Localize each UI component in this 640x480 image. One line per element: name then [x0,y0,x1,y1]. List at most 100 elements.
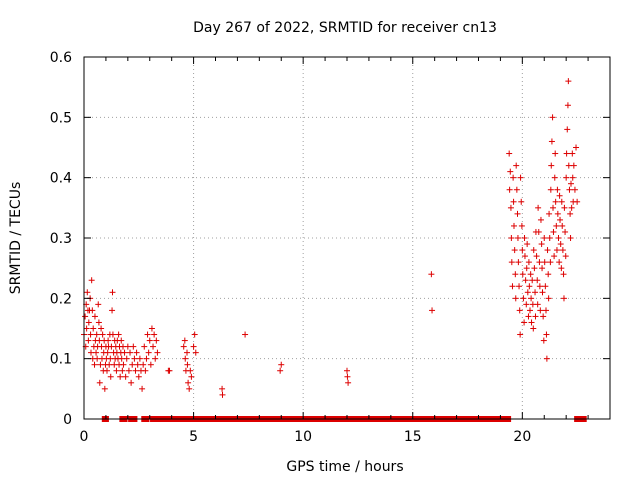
data-point [513,186,520,193]
data-point [534,277,541,284]
data-point [560,271,567,278]
data-point [568,204,575,211]
data-point [130,343,137,350]
data-point [166,367,173,374]
data-point [570,162,577,169]
data-point [344,367,350,374]
data-point [527,271,534,278]
data-point [429,307,436,314]
data-point [538,241,545,248]
data-point [242,331,249,338]
data-point [548,138,555,145]
data-point [142,367,149,374]
data-point [554,186,561,193]
data-point [510,198,517,205]
data-point [85,337,92,344]
data-point [98,325,105,332]
data-point [557,241,564,248]
data-point [526,283,533,290]
data-point [548,162,555,169]
data-point [345,379,352,386]
data-point [565,78,572,85]
data-point [219,385,226,392]
y-tick-label: 0 [63,412,72,428]
data-point [506,186,513,193]
data-point [545,271,552,278]
data-point [562,253,569,260]
data-point [512,271,519,278]
x-tick-label: 15 [404,429,422,445]
data-point [536,283,543,290]
data-point [550,204,557,211]
data-point [567,235,574,241]
data-point [152,355,159,362]
data-point [516,307,523,314]
data-point [191,331,198,338]
data-point [551,174,558,181]
data-point [569,150,576,157]
data-point [180,343,187,350]
data-point [535,204,542,211]
data-point [129,361,136,368]
data-point [543,355,550,362]
data-point [534,301,541,308]
data-point [524,289,531,296]
data-point [428,271,435,278]
data-point [532,313,539,320]
data-point [553,247,560,254]
y-tick-label: 0.3 [50,231,72,247]
data-point [557,216,564,223]
data-point [95,301,102,308]
data-point [118,337,125,344]
data-point [524,241,531,248]
data-point [96,379,103,386]
x-axis-label: GPS time / hours [286,459,403,475]
data-point [574,198,581,205]
data-point [107,373,114,380]
data-point [128,379,135,386]
data-point [556,192,563,199]
data-point [558,198,565,205]
data-point [131,355,138,362]
data-point [528,295,535,302]
data-point [515,259,522,266]
data-point [561,204,568,211]
data-point [530,247,537,254]
data-point [93,349,100,356]
data-point [344,373,351,380]
data-point [539,265,546,272]
data-point [546,235,553,241]
data-point [535,228,542,235]
data-point [564,126,571,133]
data-point [543,307,550,314]
data-point [113,367,120,374]
data-point [82,313,89,320]
data-point [543,331,550,338]
data-point [508,235,515,241]
data-point [219,391,226,398]
data-point [514,235,521,241]
data-point [566,186,573,193]
data-point [190,343,197,350]
data-point [569,174,576,181]
data-point [527,307,534,314]
data-point [518,222,525,229]
y-axis-label: SRMTID / TECUs [8,182,24,295]
data-point [133,349,140,356]
data-point [135,373,142,380]
data-point [124,343,131,350]
data-point [91,361,98,368]
data-point [537,307,544,314]
data-point [517,331,524,338]
data-point [127,349,134,356]
data-point [188,373,195,380]
data-point [544,247,551,254]
data-point [528,319,535,326]
data-point [119,367,126,374]
y-tick-label: 0.5 [50,110,72,126]
data-point [105,337,112,344]
data-point [104,349,111,356]
data-point [541,235,548,241]
data-point [184,361,191,368]
data-point [192,349,199,356]
